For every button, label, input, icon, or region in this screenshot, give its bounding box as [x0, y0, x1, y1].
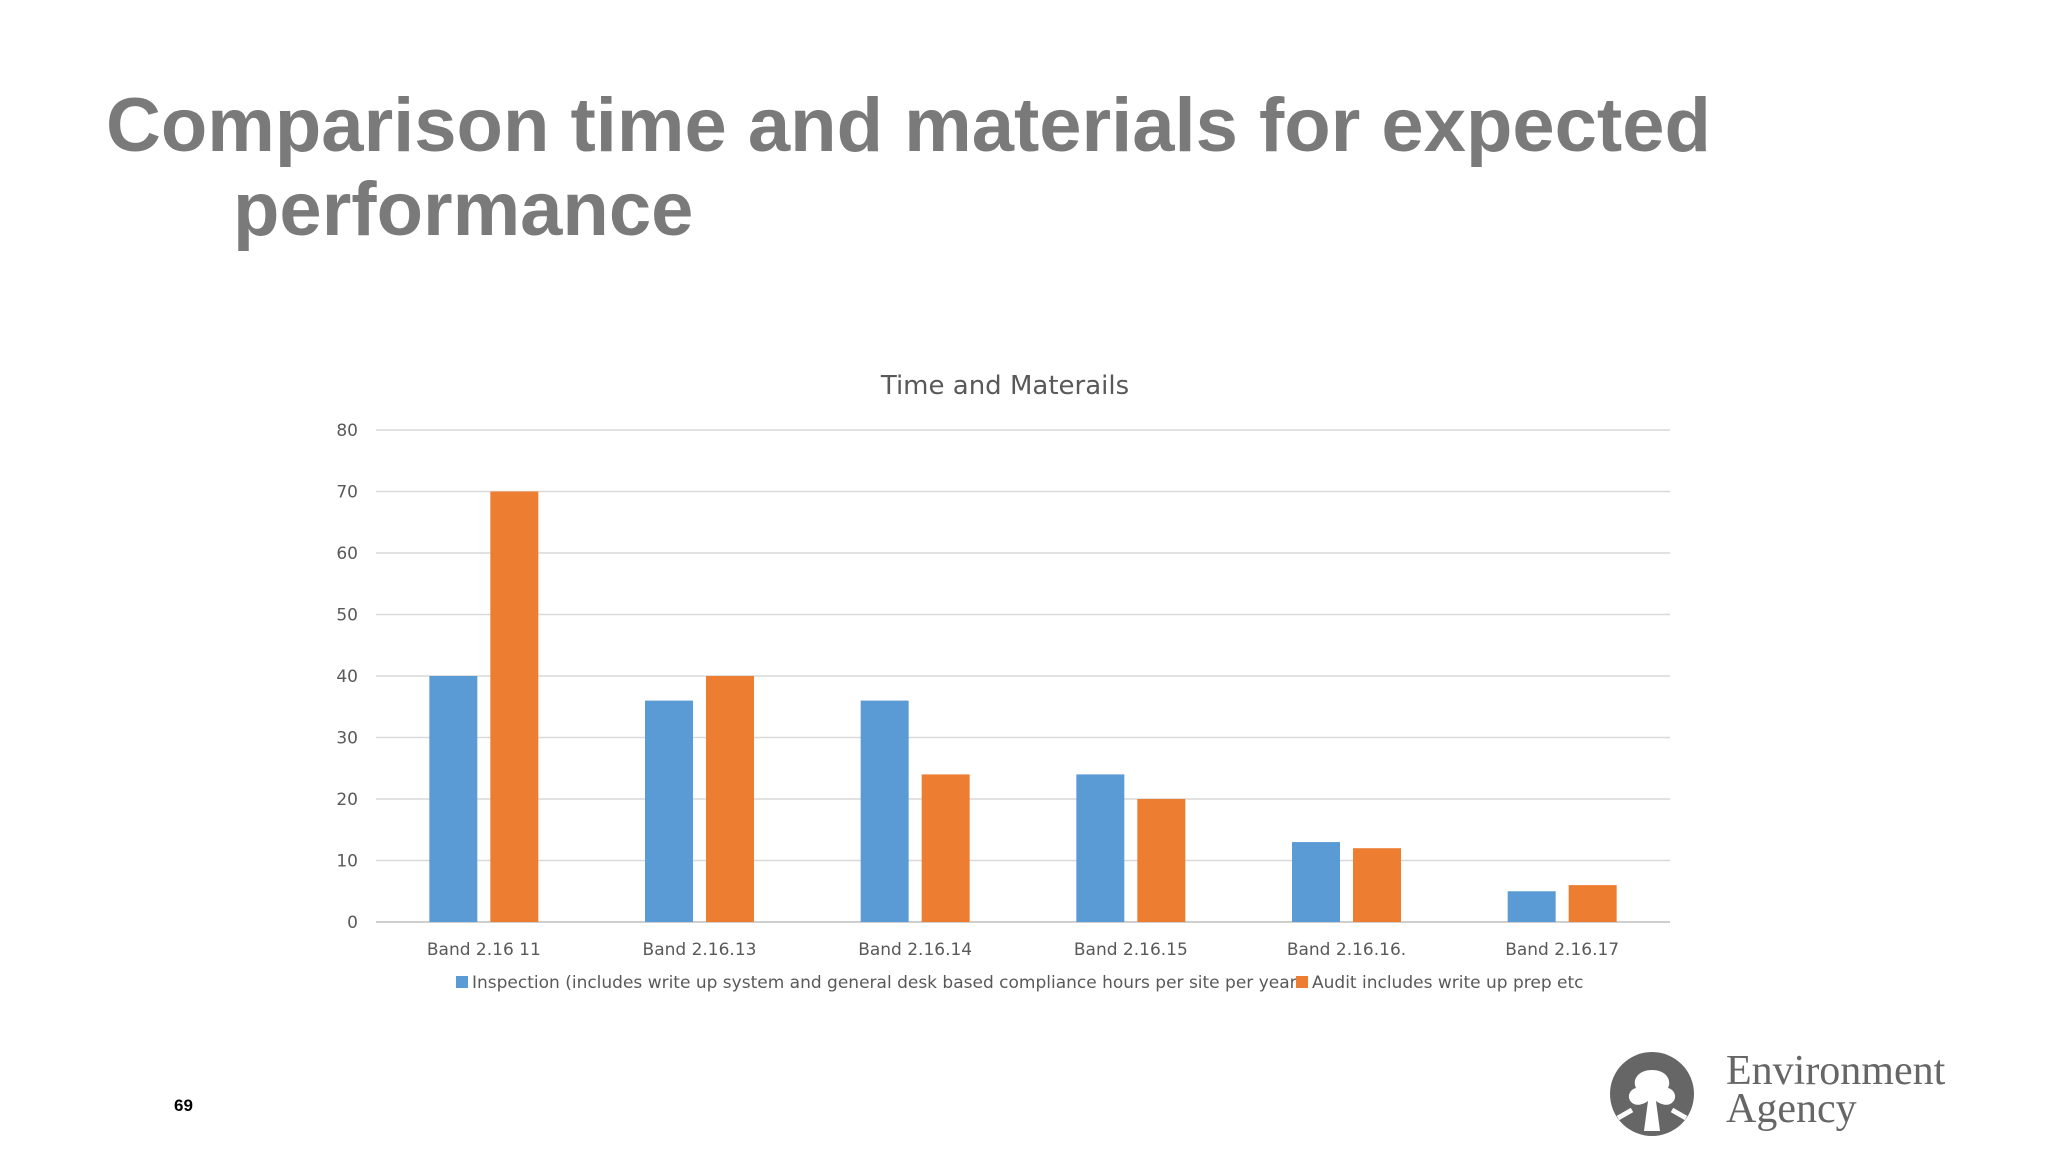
x-tick-label: Band 2.16 11: [427, 940, 541, 960]
x-tick-label: Band 2.16.14: [858, 940, 972, 960]
x-tick-label: Band 2.16.15: [1074, 940, 1188, 960]
legend-label: Inspection (includes write up system and…: [472, 973, 1300, 993]
chart-bars: [429, 491, 1617, 922]
bar-audit: [1568, 885, 1617, 922]
legend-swatch: [456, 976, 468, 988]
y-tick-label: 30: [336, 729, 358, 749]
slide-title-line2: performance: [233, 167, 694, 252]
logo-text: Environment Agency: [1726, 1048, 1946, 1132]
tree-person-logo-icon: [1610, 1052, 1694, 1136]
y-tick-label: 60: [336, 544, 358, 564]
legend-swatch: [1296, 976, 1308, 988]
slide-title-line1: Comparison time and materials for expect…: [106, 83, 1711, 168]
bar-audit: [921, 774, 970, 922]
chart-legend: Inspection (includes write up system and…: [456, 973, 1584, 993]
chart-title: Time and Materails: [880, 371, 1129, 401]
y-tick-label: 70: [336, 483, 358, 503]
x-tick-label: Band 2.16.17: [1505, 940, 1619, 960]
y-tick-label: 10: [336, 852, 358, 872]
bar-inspection: [860, 700, 909, 922]
legend-label: Audit includes write up prep etc: [1312, 973, 1584, 993]
bar-audit: [706, 676, 754, 922]
bar-audit: [1137, 799, 1186, 922]
y-tick-label: 0: [347, 913, 358, 933]
logo-line2: Agency: [1726, 1086, 1857, 1132]
x-tick-label: Band 2.16.13: [643, 940, 757, 960]
logo-line1: Environment: [1726, 1048, 1946, 1094]
bar-inspection: [429, 676, 478, 922]
bar-audit: [490, 491, 539, 922]
bar-inspection: [1292, 842, 1340, 922]
bar-inspection: [1076, 774, 1125, 922]
y-tick-label: 20: [336, 790, 358, 810]
chart-grid: [376, 429, 1670, 923]
page-number: 69: [174, 1096, 193, 1115]
y-tick-label: 50: [336, 606, 358, 626]
x-axis: Band 2.16 11 Band 2.16.13 Band 2.16.14 Band…: [427, 940, 1619, 960]
bar-audit: [1353, 848, 1401, 922]
bar-inspection: [1507, 891, 1556, 922]
y-tick-label: 80: [336, 421, 358, 441]
slide-title: Comparison time and materials for expect…: [106, 84, 1906, 252]
y-tick-label: 40: [336, 667, 358, 687]
y-axis: 0 10 20 30 40 50 60 70 80: [336, 421, 358, 933]
x-tick-label: Band 2.16.16.: [1287, 940, 1406, 960]
bar-inspection: [645, 700, 693, 922]
